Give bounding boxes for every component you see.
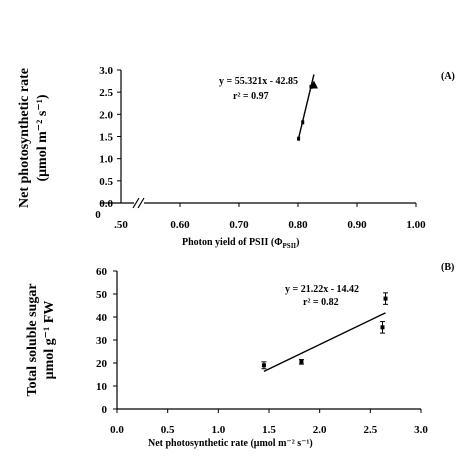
panel-a-x-tick-label: 0.90 — [347, 219, 367, 231]
panel-a-data-point — [301, 120, 305, 125]
panel-a-xlabel-sub: PSII — [283, 242, 297, 250]
panel-a-y-tick-label: 1.5 — [99, 132, 113, 144]
panel-a-data-point — [297, 136, 301, 141]
panel-b-data-point — [299, 359, 304, 364]
panel-b-y-tick-label: 50 — [96, 289, 108, 301]
panel-a-y-tick-label: 0.0 — [99, 198, 113, 210]
panel-a-trendline — [297, 74, 315, 139]
panel-a-y-tick-label: 0.5 — [99, 176, 113, 188]
panel-b-trendline — [263, 312, 386, 373]
panel-a-axis-break-mark-2 — [137, 197, 145, 209]
panel-a-y-tick-label: 2.0 — [99, 109, 113, 121]
panel-a-x-tick-label: .50 — [114, 219, 128, 231]
panel-b-x-tick-label: 2.0 — [313, 424, 327, 436]
panel-a-y-tick-label: 2.5 — [99, 87, 113, 99]
panel-a-ylabel-line1: Net photosynthetic rate — [17, 68, 32, 208]
panel-a-xlabel-end: ) — [296, 237, 299, 248]
panel-b: (B) Total soluble sugar μmol g⁻¹ FW Net … — [25, 262, 454, 449]
panel-b-xlabel: Net photosynthetic rate (μmol m⁻² s⁻¹) — [148, 438, 313, 449]
panel-a-label: (A) — [441, 71, 455, 82]
panel-a-origin-label: 0 — [95, 209, 101, 221]
panel-a-xlabel-main: Photon yield of PSII (Φ — [182, 237, 283, 248]
panel-b-r2: r² = 0.82 — [303, 297, 339, 308]
panel-b-y-tick-label: 60 — [96, 266, 108, 278]
panel-b-y-tick-label: 10 — [96, 381, 108, 393]
panel-a-x-tick-label: 1.00 — [406, 219, 426, 231]
panel-b-x-tick-label: 3.0 — [414, 424, 428, 436]
panel-a-x-tick-label: 0.70 — [229, 219, 249, 231]
panel-a-y-tick-label: 3.0 — [99, 65, 113, 77]
panel-a-r2: r² = 0.97 — [233, 91, 269, 102]
panel-a-x-tick-label: 0.80 — [288, 219, 308, 231]
panel-b-data-point — [383, 296, 388, 301]
panel-a-marks — [297, 74, 318, 141]
panel-a-axes: 0.0 0.5 1.0 1.5 2.0 2.5 3.0 .50 0.60 0.70 0.80 0.90… — [99, 65, 426, 231]
panel-b-x-tick-label: 0.0 — [110, 424, 124, 436]
panel-a: (A) Net photosynthetic rate (μmol m⁻² s⁻… — [17, 65, 455, 250]
panel-a-equation: y = 55.321x - 42.85 — [219, 76, 298, 87]
panel-b-x-tick-label: 1.0 — [211, 424, 225, 436]
panel-b-y-tick-label: 40 — [96, 312, 108, 324]
panel-a-axis-break-mark-1 — [132, 197, 140, 209]
panel-b-y-tick-label: 30 — [96, 335, 108, 347]
panel-b-marks — [261, 292, 389, 373]
panel-b-equation: y = 21.22x - 14.42 — [285, 284, 359, 295]
panel-a-ylabel-line2: (μmol m⁻² s⁻¹) — [35, 94, 50, 181]
panel-b-axes: 0 10 20 30 40 50 60 0.0 0.5 1.0 1.5 2.0 2.5 3.0 — [96, 266, 428, 436]
panel-b-y-tick-label: 0 — [102, 404, 108, 416]
panel-b-x-tick-label: 1.5 — [262, 424, 276, 436]
panel-a-x-tick-label: 0.60 — [170, 219, 190, 231]
panel-b-x-tick-label: 2.5 — [363, 424, 377, 436]
panel-b-x-tick-label: 0.5 — [161, 424, 175, 436]
panel-a-y-tick-label: 1.0 — [99, 154, 113, 166]
panel-b-y-tick-label: 20 — [96, 358, 108, 370]
panel-a-data-point — [309, 80, 318, 89]
panel-b-data-point — [261, 363, 266, 368]
panel-b-ylabel-line1: Total soluble sugar — [25, 283, 40, 396]
panel-b-label: (B) — [441, 262, 454, 273]
panel-b-data-point — [380, 325, 385, 330]
panel-a-xlabel: Photon yield of PSII (ΦPSII) — [182, 237, 300, 250]
panel-b-ylabel-line2: μmol g⁻¹ FW — [42, 301, 57, 380]
